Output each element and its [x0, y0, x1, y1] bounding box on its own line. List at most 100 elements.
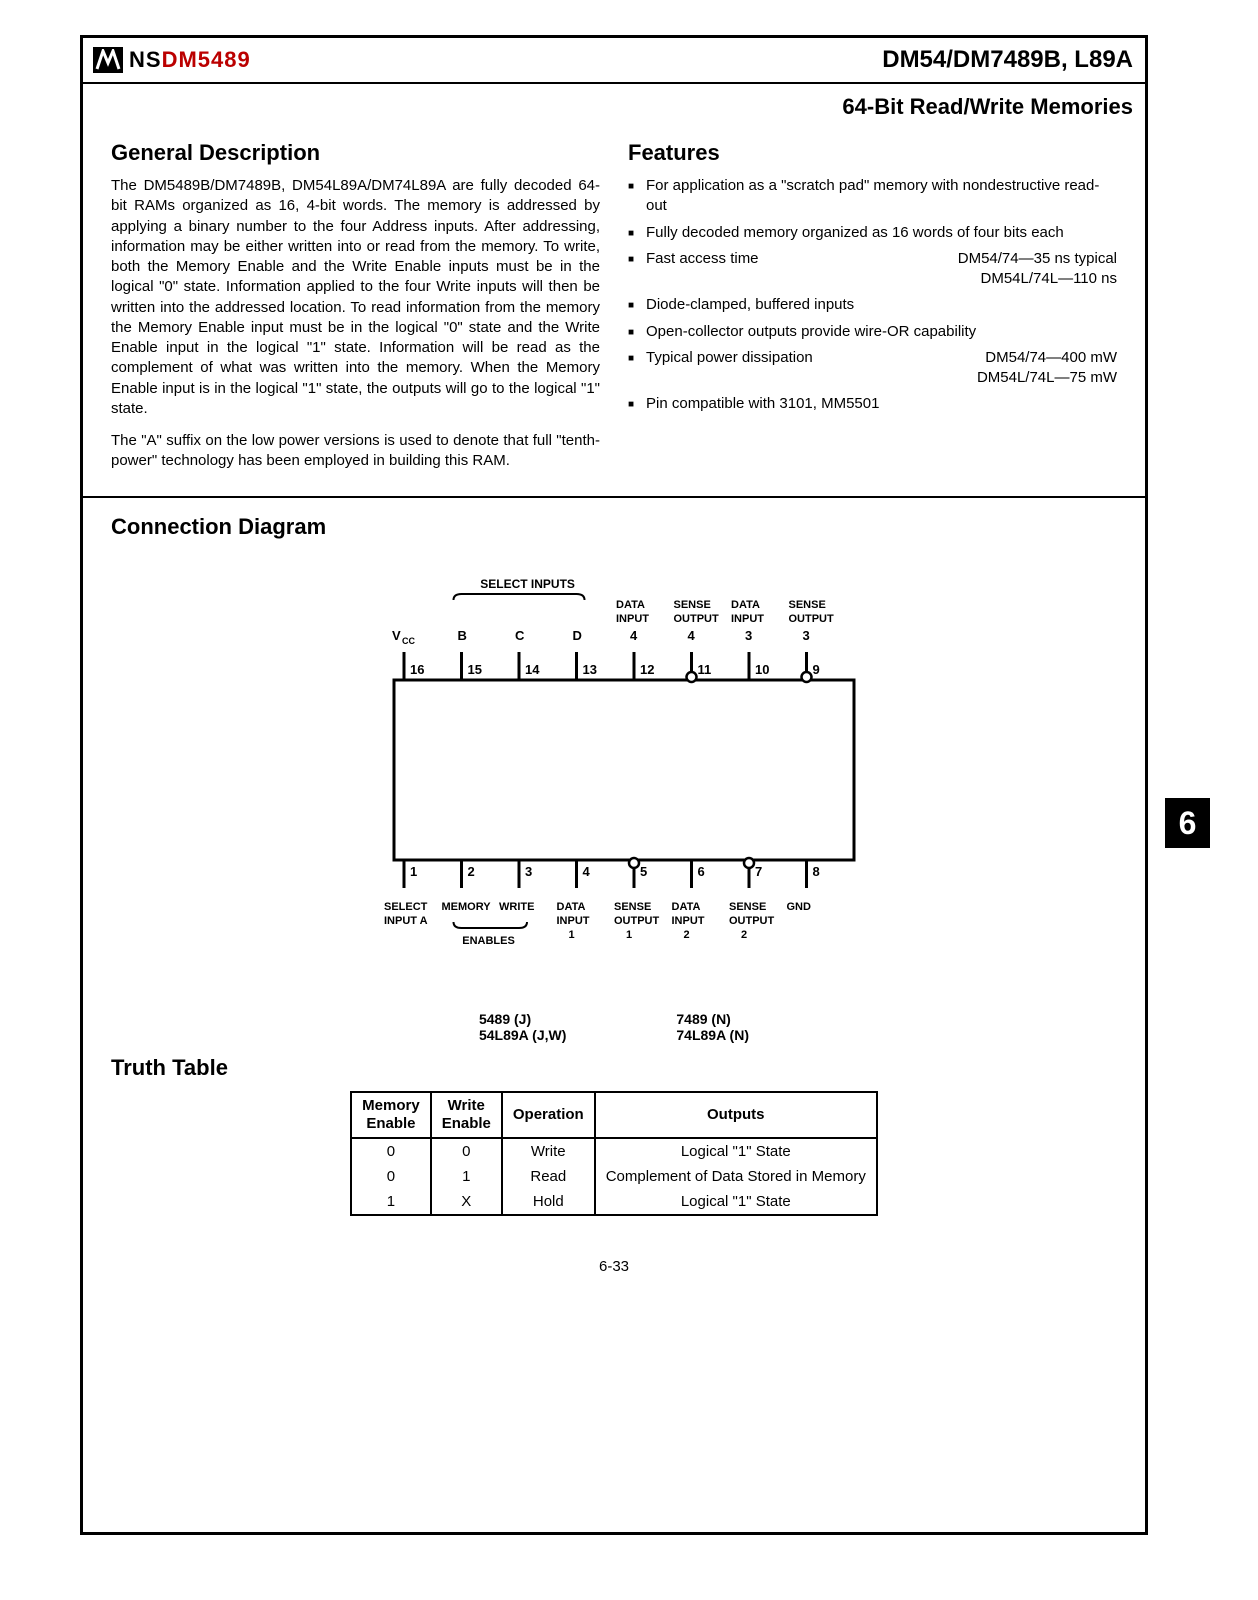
svg-text:D: D	[573, 628, 582, 643]
svg-text:INPUT: INPUT	[557, 915, 590, 927]
svg-text:10: 10	[755, 662, 769, 677]
ic-pinout-svg: 16151413121110912345678SELECT INPUTSVCCB…	[304, 550, 924, 990]
table-header: Outputs	[595, 1092, 877, 1138]
feature-item: Typical power dissipation DM54/74—400 mW…	[628, 348, 1117, 389]
table-row: 1XHoldLogical "1" State	[351, 1189, 877, 1215]
svg-text:2: 2	[684, 929, 690, 941]
truth-table: MemoryEnableWriteEnableOperationOutputs0…	[350, 1091, 878, 1216]
svg-text:1: 1	[410, 864, 417, 879]
connection-diagram-section: Connection Diagram 161514131211109123456…	[83, 508, 1145, 1049]
svg-text:3: 3	[803, 628, 810, 643]
connection-diagram-heading: Connection Diagram	[111, 514, 1117, 540]
svg-text:DATA: DATA	[557, 901, 586, 913]
svg-text:12: 12	[640, 662, 654, 677]
svg-text:SENSE: SENSE	[674, 599, 711, 611]
truth-table-heading: Truth Table	[111, 1055, 1117, 1081]
feature-item: Pin compatible with 3101, MM5501	[628, 394, 1117, 414]
feature-value: DM54L/74L—75 mW	[977, 368, 1117, 388]
svg-text:INPUT: INPUT	[731, 613, 764, 625]
intro-columns: General Description The DM5489B/DM7489B,…	[83, 126, 1145, 488]
svg-text:OUTPUT: OUTPUT	[729, 915, 775, 927]
header: NSDM5489 DM54/DM7489B, L89A	[83, 38, 1145, 84]
general-description: General Description The DM5489B/DM7489B,…	[111, 140, 600, 484]
feature-item: For application as a "scratch pad" memor…	[628, 176, 1117, 217]
svg-text:SENSE: SENSE	[729, 901, 766, 913]
svg-text:ENABLES: ENABLES	[462, 935, 515, 947]
table-header: MemoryEnable	[351, 1092, 431, 1138]
feature-value: DM54/74—400 mW	[985, 348, 1117, 368]
general-description-para1: The DM5489B/DM7489B, DM54L89A/DM74L89A a…	[111, 176, 600, 419]
svg-text:SELECT INPUTS: SELECT INPUTS	[480, 577, 575, 591]
logo-block: NSDM5489	[93, 47, 251, 73]
feature-text: Diode-clamped, buffered inputs	[646, 296, 854, 313]
svg-text:V: V	[392, 628, 401, 643]
svg-text:2: 2	[741, 929, 747, 941]
svg-text:3: 3	[745, 628, 752, 643]
part-number-link: DM5489	[162, 47, 251, 72]
svg-text:11: 11	[698, 662, 712, 677]
svg-text:B: B	[458, 628, 467, 643]
table-cell: Logical "1" State	[595, 1138, 877, 1164]
divider	[83, 496, 1145, 498]
svg-text:OUTPUT: OUTPUT	[674, 613, 720, 625]
svg-text:SELECT: SELECT	[384, 901, 428, 913]
features: Features For application as a "scratch p…	[628, 140, 1117, 484]
general-description-para2: The "A" suffix on the low power versions…	[111, 431, 600, 472]
table-cell: Hold	[502, 1189, 595, 1215]
svg-text:16: 16	[410, 662, 424, 677]
svg-text:INPUT A: INPUT A	[384, 915, 428, 927]
brand-ns: NS	[129, 47, 162, 72]
svg-text:6: 6	[698, 864, 705, 879]
connection-diagram: 16151413121110912345678SELECT INPUTSVCCB…	[111, 550, 1117, 995]
feature-text: Pin compatible with 3101, MM5501	[646, 395, 879, 412]
svg-text:1: 1	[626, 929, 632, 941]
table-cell: 0	[351, 1138, 431, 1164]
svg-text:WRITE: WRITE	[499, 901, 534, 913]
feature-item: Diode-clamped, buffered inputs	[628, 295, 1117, 315]
table-cell: Read	[502, 1164, 595, 1189]
feature-text: Typical power dissipation	[646, 349, 813, 366]
feature-text: Open-collector outputs provide wire-OR c…	[646, 323, 976, 340]
svg-text:13: 13	[583, 662, 597, 677]
svg-text:9: 9	[813, 662, 820, 677]
svg-text:SENSE: SENSE	[614, 901, 651, 913]
features-heading: Features	[628, 140, 1117, 166]
table-cell: 0	[351, 1164, 431, 1189]
table-cell: Complement of Data Stored in Memory	[595, 1164, 877, 1189]
svg-text:OUTPUT: OUTPUT	[614, 915, 660, 927]
package-right: 7489 (N) 74L89A (N)	[676, 1011, 749, 1043]
general-description-heading: General Description	[111, 140, 600, 166]
svg-text:DATA: DATA	[672, 901, 701, 913]
feature-item: Open-collector outputs provide wire-OR c…	[628, 322, 1117, 342]
svg-text:INPUT: INPUT	[616, 613, 649, 625]
page-number: 6-33	[83, 1258, 1145, 1275]
feature-item: Fast access time DM54/74—35 ns typical D…	[628, 249, 1117, 290]
svg-text:3: 3	[525, 864, 532, 879]
pkg-code: 5489 (J)	[479, 1011, 566, 1027]
feature-value: DM54/74—35 ns typical	[958, 249, 1117, 269]
svg-text:4: 4	[688, 628, 696, 643]
logo-icon	[93, 47, 123, 73]
svg-text:MEMORY: MEMORY	[442, 901, 492, 913]
pkg-code: 7489 (N)	[676, 1011, 749, 1027]
svg-text:8: 8	[813, 864, 820, 879]
part-number-right: DM54/DM7489B, L89A	[882, 46, 1133, 74]
truth-table-section: Truth Table MemoryEnableWriteEnableOpera…	[83, 1049, 1145, 1228]
feature-text: Fully decoded memory organized as 16 wor…	[646, 224, 1064, 241]
subtitle: 64-Bit Read/Write Memories	[83, 84, 1145, 126]
feature-item: Fully decoded memory organized as 16 wor…	[628, 223, 1117, 243]
features-list: For application as a "scratch pad" memor…	[628, 176, 1117, 415]
svg-text:4: 4	[630, 628, 638, 643]
table-cell: Logical "1" State	[595, 1189, 877, 1215]
svg-text:15: 15	[468, 662, 482, 677]
table-cell: 1	[351, 1189, 431, 1215]
svg-text:DATA: DATA	[616, 599, 645, 611]
svg-text:SENSE: SENSE	[789, 599, 826, 611]
svg-text:4: 4	[583, 864, 591, 879]
table-header: Operation	[502, 1092, 595, 1138]
table-header: WriteEnable	[431, 1092, 502, 1138]
table-row: 00WriteLogical "1" State	[351, 1138, 877, 1164]
brand-code: NSDM5489	[129, 47, 251, 73]
svg-text:CC: CC	[402, 636, 415, 646]
svg-text:GND: GND	[787, 901, 812, 913]
